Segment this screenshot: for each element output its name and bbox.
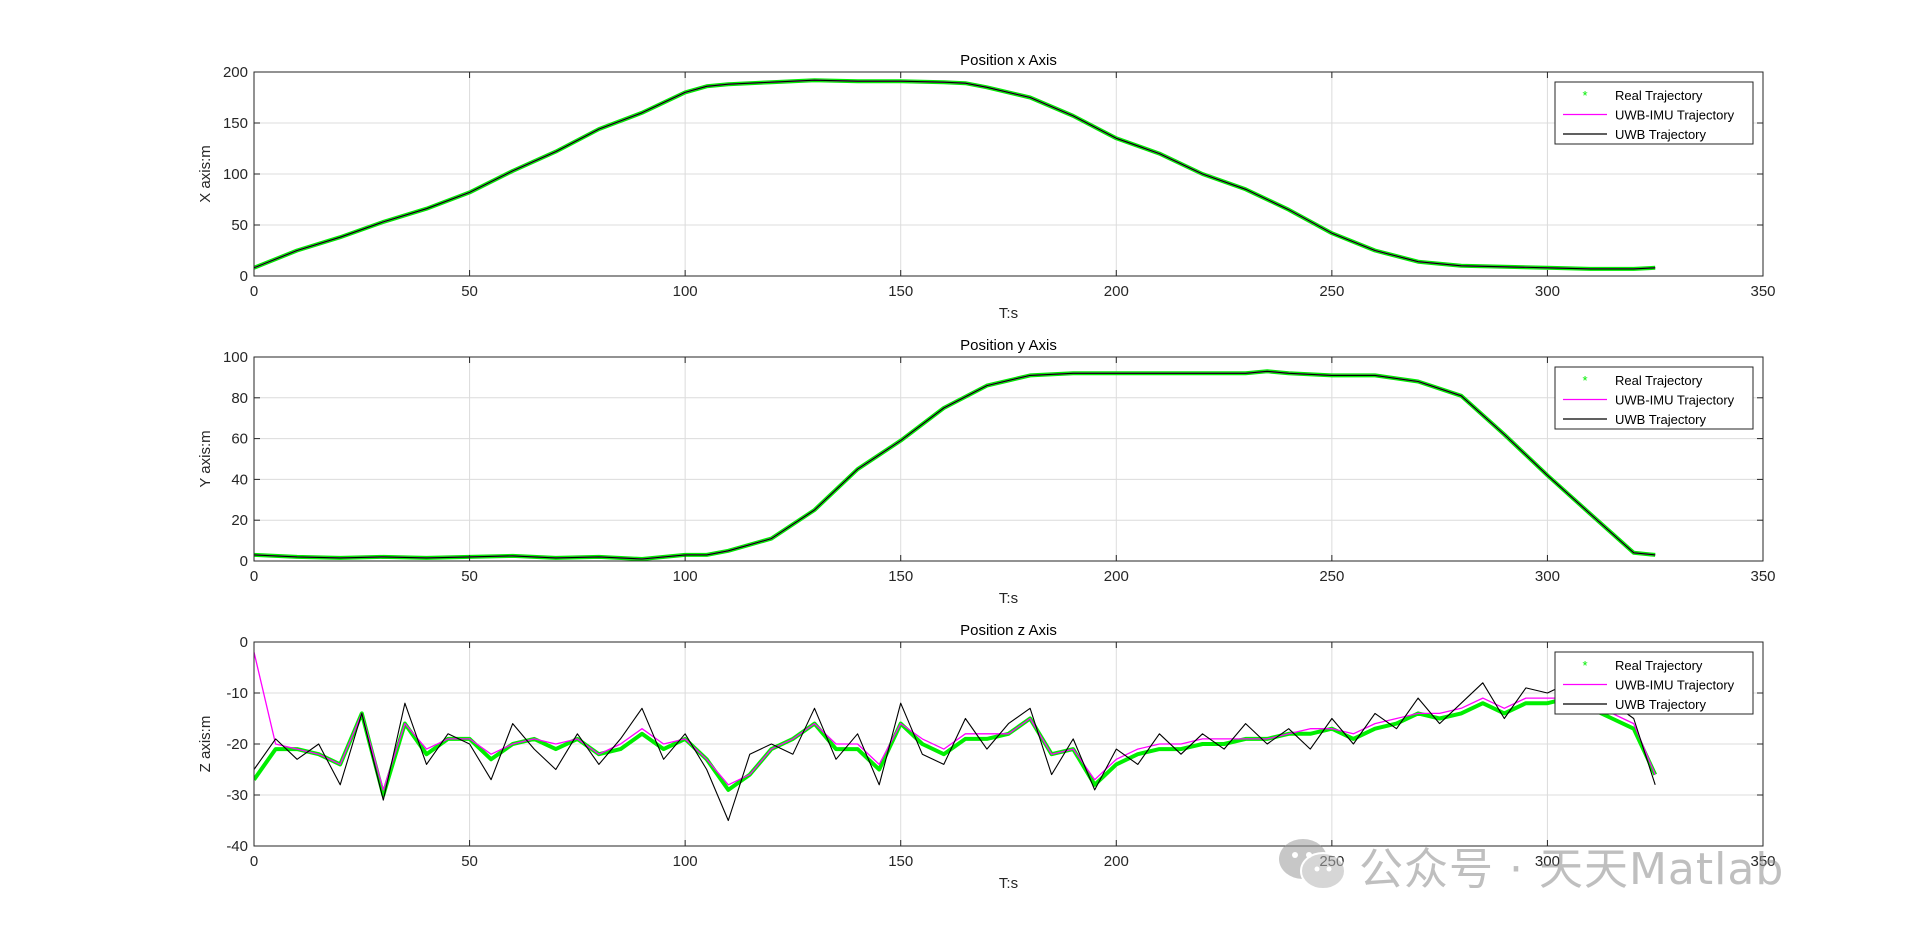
y-tick-label: 100 [223, 166, 248, 183]
chart-title: Position z Axis [960, 622, 1057, 639]
wechat-icon [1279, 839, 1346, 890]
series-line-uwb [254, 370, 1656, 560]
y-tick-label: 100 [223, 349, 248, 366]
x-tick-label: 350 [1750, 283, 1775, 300]
watermark: 公众号 · 天天Matlab [1275, 835, 1784, 895]
y-tick-label: -30 [226, 787, 248, 804]
x-tick-label: 150 [888, 568, 913, 585]
series-line-uwb [254, 79, 1656, 270]
y-tick-label: -40 [226, 838, 248, 855]
x-tick-label: 50 [461, 283, 478, 300]
y-tick-label: 20 [231, 512, 248, 529]
subplot-y-axis: 0 50 100 150 200 250 300 350 0 20 40 60 80 100 Positio… [197, 337, 1776, 607]
legend-label-uwb-imu: UWB-IMU Trajectory [1615, 393, 1735, 408]
y-axis-label: Y axis:m [197, 430, 214, 487]
x-tick-label: 250 [1319, 568, 1344, 585]
legend-label-uwb: UWB Trajectory [1615, 127, 1707, 142]
y-tick-label: -20 [226, 736, 248, 753]
y-tick-label: 0 [240, 553, 248, 570]
y-tick-label: 200 [223, 64, 248, 81]
y-axis-label: Z axis:m [197, 716, 214, 773]
y-tick-label: 80 [231, 390, 248, 407]
series-line-uwb [254, 682, 1656, 822]
chart-title: Position y Axis [960, 337, 1057, 354]
legend: * Real Trajectory UWB-IMU Trajectory UWB Tr… [1554, 651, 1754, 715]
y-tick-label: -10 [226, 685, 248, 702]
x-tick-label: 150 [888, 853, 913, 870]
axes-box [253, 356, 1764, 562]
y-tick-label: 0 [240, 634, 248, 651]
x-tick-label: 50 [461, 853, 478, 870]
x-tick-label: 100 [673, 853, 698, 870]
legend-marker-real: * [1582, 658, 1587, 673]
series-group [254, 369, 1656, 561]
legend-label-real: Real Trajectory [1615, 373, 1703, 388]
x-axis-label: T:s [999, 875, 1018, 892]
plot-area [254, 357, 1763, 561]
x-tick-label: 100 [673, 568, 698, 585]
legend-label-uwb: UWB Trajectory [1615, 697, 1707, 712]
series-line-real [254, 696, 1658, 797]
x-tick-label: 350 [1750, 568, 1775, 585]
x-tick-label: 350 [1750, 853, 1775, 870]
subplot-z-axis: 050100150200250300350-40-30-20-100Positi… [197, 622, 1776, 892]
y-tick-label: 150 [223, 115, 248, 132]
legend-label-real: Real Trajectory [1615, 658, 1703, 673]
x-tick-label: 200 [1104, 853, 1129, 870]
legend-marker-real: * [1582, 88, 1587, 103]
x-tick-label: 50 [461, 568, 478, 585]
x-tick-label: 300 [1535, 283, 1560, 300]
x-tick-label: 200 [1104, 283, 1129, 300]
y-tick-label: 40 [231, 471, 248, 488]
x-tick-label: 0 [250, 853, 258, 870]
legend-label-uwb: UWB Trajectory [1615, 412, 1707, 427]
x-tick-label: 150 [888, 283, 913, 300]
x-axis-label: T:s [999, 305, 1018, 322]
legend-label-uwb-imu: UWB-IMU Trajectory [1615, 678, 1735, 693]
x-tick-label: 200 [1104, 568, 1129, 585]
series-group [254, 652, 1658, 822]
y-axis-label: X axis:m [197, 145, 214, 203]
x-tick-label: 100 [673, 283, 698, 300]
legend: * Real Trajectory UWB-IMU Trajectory UWB Tr… [1554, 81, 1754, 145]
series-group [254, 78, 1656, 271]
y-tick-label: 50 [231, 217, 248, 234]
legend-marker-real: * [1582, 373, 1587, 388]
legend-label-real: Real Trajectory [1615, 88, 1703, 103]
legend: * Real Trajectory UWB-IMU Trajectory UWB Tr… [1554, 366, 1754, 430]
x-tick-label: 0 [250, 568, 258, 585]
y-tick-label: 0 [240, 268, 248, 285]
chart-title: Position x Axis [960, 52, 1057, 69]
x-tick-label: 250 [1319, 283, 1344, 300]
x-tick-label: 0 [250, 283, 258, 300]
x-tick-label: 300 [1535, 853, 1560, 870]
watermark-text: 公众号 · 天天Matlab [1359, 844, 1785, 895]
y-tick-label: 60 [231, 431, 248, 448]
legend-label-uwb-imu: UWB-IMU Trajectory [1615, 108, 1735, 123]
x-axis-label: T:s [999, 590, 1018, 607]
subplot-x-axis: 0 50 100 150 200 250 300 350 0 50 100 150 200 Positio… [197, 52, 1776, 322]
x-tick-label: 300 [1535, 568, 1560, 585]
